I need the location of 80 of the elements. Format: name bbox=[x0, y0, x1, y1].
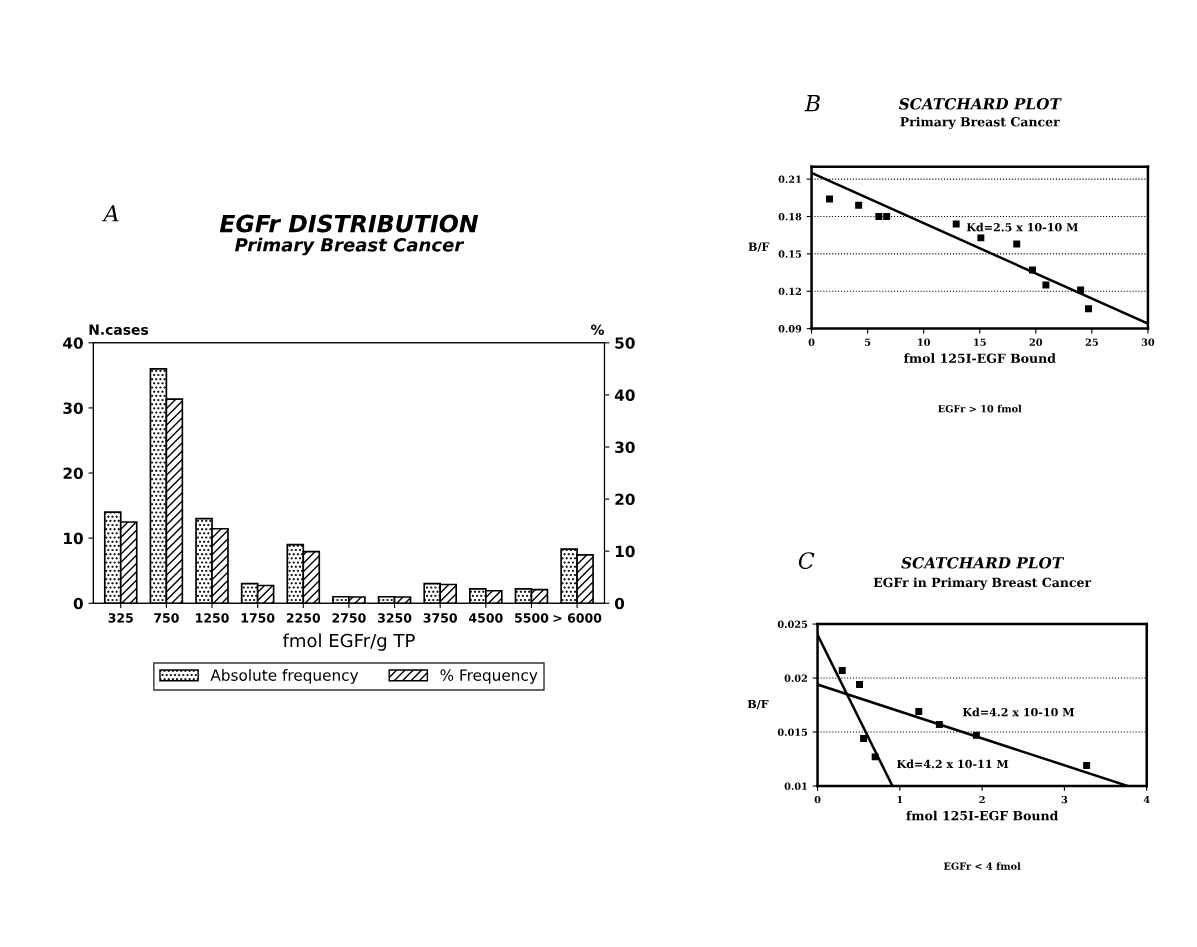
annotation: Kd=4.2 x 10-11 M bbox=[897, 759, 1009, 769]
y-tick-label: 0.015 bbox=[777, 728, 808, 736]
point bbox=[826, 195, 833, 203]
y2-tick-label: 20 bbox=[615, 493, 635, 506]
chart-subtitle: Primary Breast Cancer bbox=[234, 237, 465, 256]
legend-label: Absolute frequency bbox=[210, 669, 359, 684]
x-tick-label: 5 bbox=[865, 338, 871, 346]
x-tick-label: 4 bbox=[1143, 795, 1150, 804]
point bbox=[952, 220, 960, 228]
y-tick-label: 0.02 bbox=[784, 674, 807, 682]
chart-title: SCATCHARD PLOT bbox=[898, 98, 1062, 110]
point bbox=[875, 213, 883, 220]
y2-axis-title: % bbox=[591, 324, 605, 335]
point bbox=[1085, 305, 1092, 313]
point bbox=[1013, 240, 1021, 248]
point bbox=[1083, 762, 1091, 769]
x-tick-label: 15 bbox=[974, 338, 986, 346]
y-tick-label: 0.025 bbox=[777, 620, 808, 628]
x-tick-label: 10 bbox=[918, 338, 930, 346]
y-tick-label: 0.12 bbox=[778, 287, 801, 296]
y2-tick-label: 0 bbox=[614, 597, 625, 610]
x-tick-label: 3750 bbox=[423, 613, 457, 623]
x-tick-label: 30 bbox=[1141, 338, 1155, 346]
y-tick-label: 30 bbox=[63, 402, 83, 414]
x-tick-label: 2 bbox=[979, 795, 985, 804]
x-axis-title: fmol 125I-EGF Bound bbox=[906, 810, 1059, 821]
x-tick-label: 1750 bbox=[241, 613, 275, 623]
x-tick-label: 325 bbox=[108, 613, 133, 623]
point bbox=[860, 735, 868, 742]
x-tick-label: 2750 bbox=[332, 613, 366, 623]
y-tick-label: 40 bbox=[63, 337, 83, 349]
x-tick-label: 1 bbox=[897, 795, 903, 804]
point bbox=[883, 213, 891, 220]
legend-label: % Frequency bbox=[440, 669, 538, 684]
y-tick-label: 0.18 bbox=[778, 212, 802, 221]
y-axis-title: B/F bbox=[748, 242, 770, 252]
x-tick-label: 0 bbox=[814, 795, 821, 804]
point bbox=[977, 234, 985, 242]
x-axis-title: fmol 125I-EGF Bound bbox=[903, 353, 1056, 363]
x-tick-label: 5500 bbox=[515, 613, 549, 623]
y-axis-title: B/F bbox=[747, 700, 769, 710]
x-tick-label: 3250 bbox=[378, 613, 412, 623]
point bbox=[915, 708, 923, 715]
x-tick-label: 2250 bbox=[286, 613, 321, 623]
y2-tick-label: 30 bbox=[615, 441, 635, 454]
y-axis-title: N.cases bbox=[89, 324, 149, 335]
text: A bbox=[101, 205, 119, 222]
y-tick-label: 0.21 bbox=[778, 175, 801, 183]
y-tick-label: 0.09 bbox=[778, 325, 802, 333]
y-tick-label: 10 bbox=[64, 532, 83, 545]
x-tick-label: 0 bbox=[808, 338, 815, 346]
chart-title: EGFr DISTRIBUTION bbox=[219, 214, 479, 233]
text: C bbox=[798, 552, 815, 569]
point bbox=[856, 681, 863, 689]
point bbox=[838, 667, 846, 674]
x-tick-label: 3 bbox=[1061, 795, 1068, 804]
y-tick-label: 0.01 bbox=[784, 782, 807, 790]
x-tick-label: 750 bbox=[154, 613, 179, 623]
point bbox=[1042, 281, 1050, 289]
x-tick-label: 20 bbox=[1029, 338, 1043, 346]
y-tick-label: 20 bbox=[63, 467, 83, 480]
y2-tick-label: 50 bbox=[615, 337, 635, 349]
x-tick-label: 4500 bbox=[469, 613, 503, 623]
x-tick-label: > 6000 bbox=[553, 613, 602, 623]
chart-title: SCATCHARD PLOT bbox=[901, 557, 1065, 569]
x-axis-title: fmol EGFr/g TP bbox=[282, 633, 415, 651]
y-tick-label: 0.15 bbox=[778, 250, 802, 258]
chart-subtitle: Primary Breast Cancer bbox=[900, 116, 1060, 130]
chart-subtitle: EGFr in Primary Breast Cancer bbox=[873, 577, 1092, 590]
point bbox=[855, 201, 863, 209]
x-tick-label: 1250 bbox=[196, 613, 229, 623]
annotation: Kd=2.5 x 10-10 M bbox=[966, 222, 1078, 232]
annotation: Kd=4.2 x 10-10 M bbox=[962, 707, 1074, 717]
y2-tick-label: 10 bbox=[615, 545, 635, 558]
text: B bbox=[804, 95, 820, 112]
text: EGFr > 10 fmol bbox=[938, 404, 1022, 413]
y2-tick-label: 40 bbox=[614, 389, 635, 401]
text: EGFr < 4 fmol bbox=[943, 862, 1021, 870]
x-tick-label: 25 bbox=[1085, 338, 1098, 346]
y-tick-label: 0 bbox=[73, 597, 83, 610]
